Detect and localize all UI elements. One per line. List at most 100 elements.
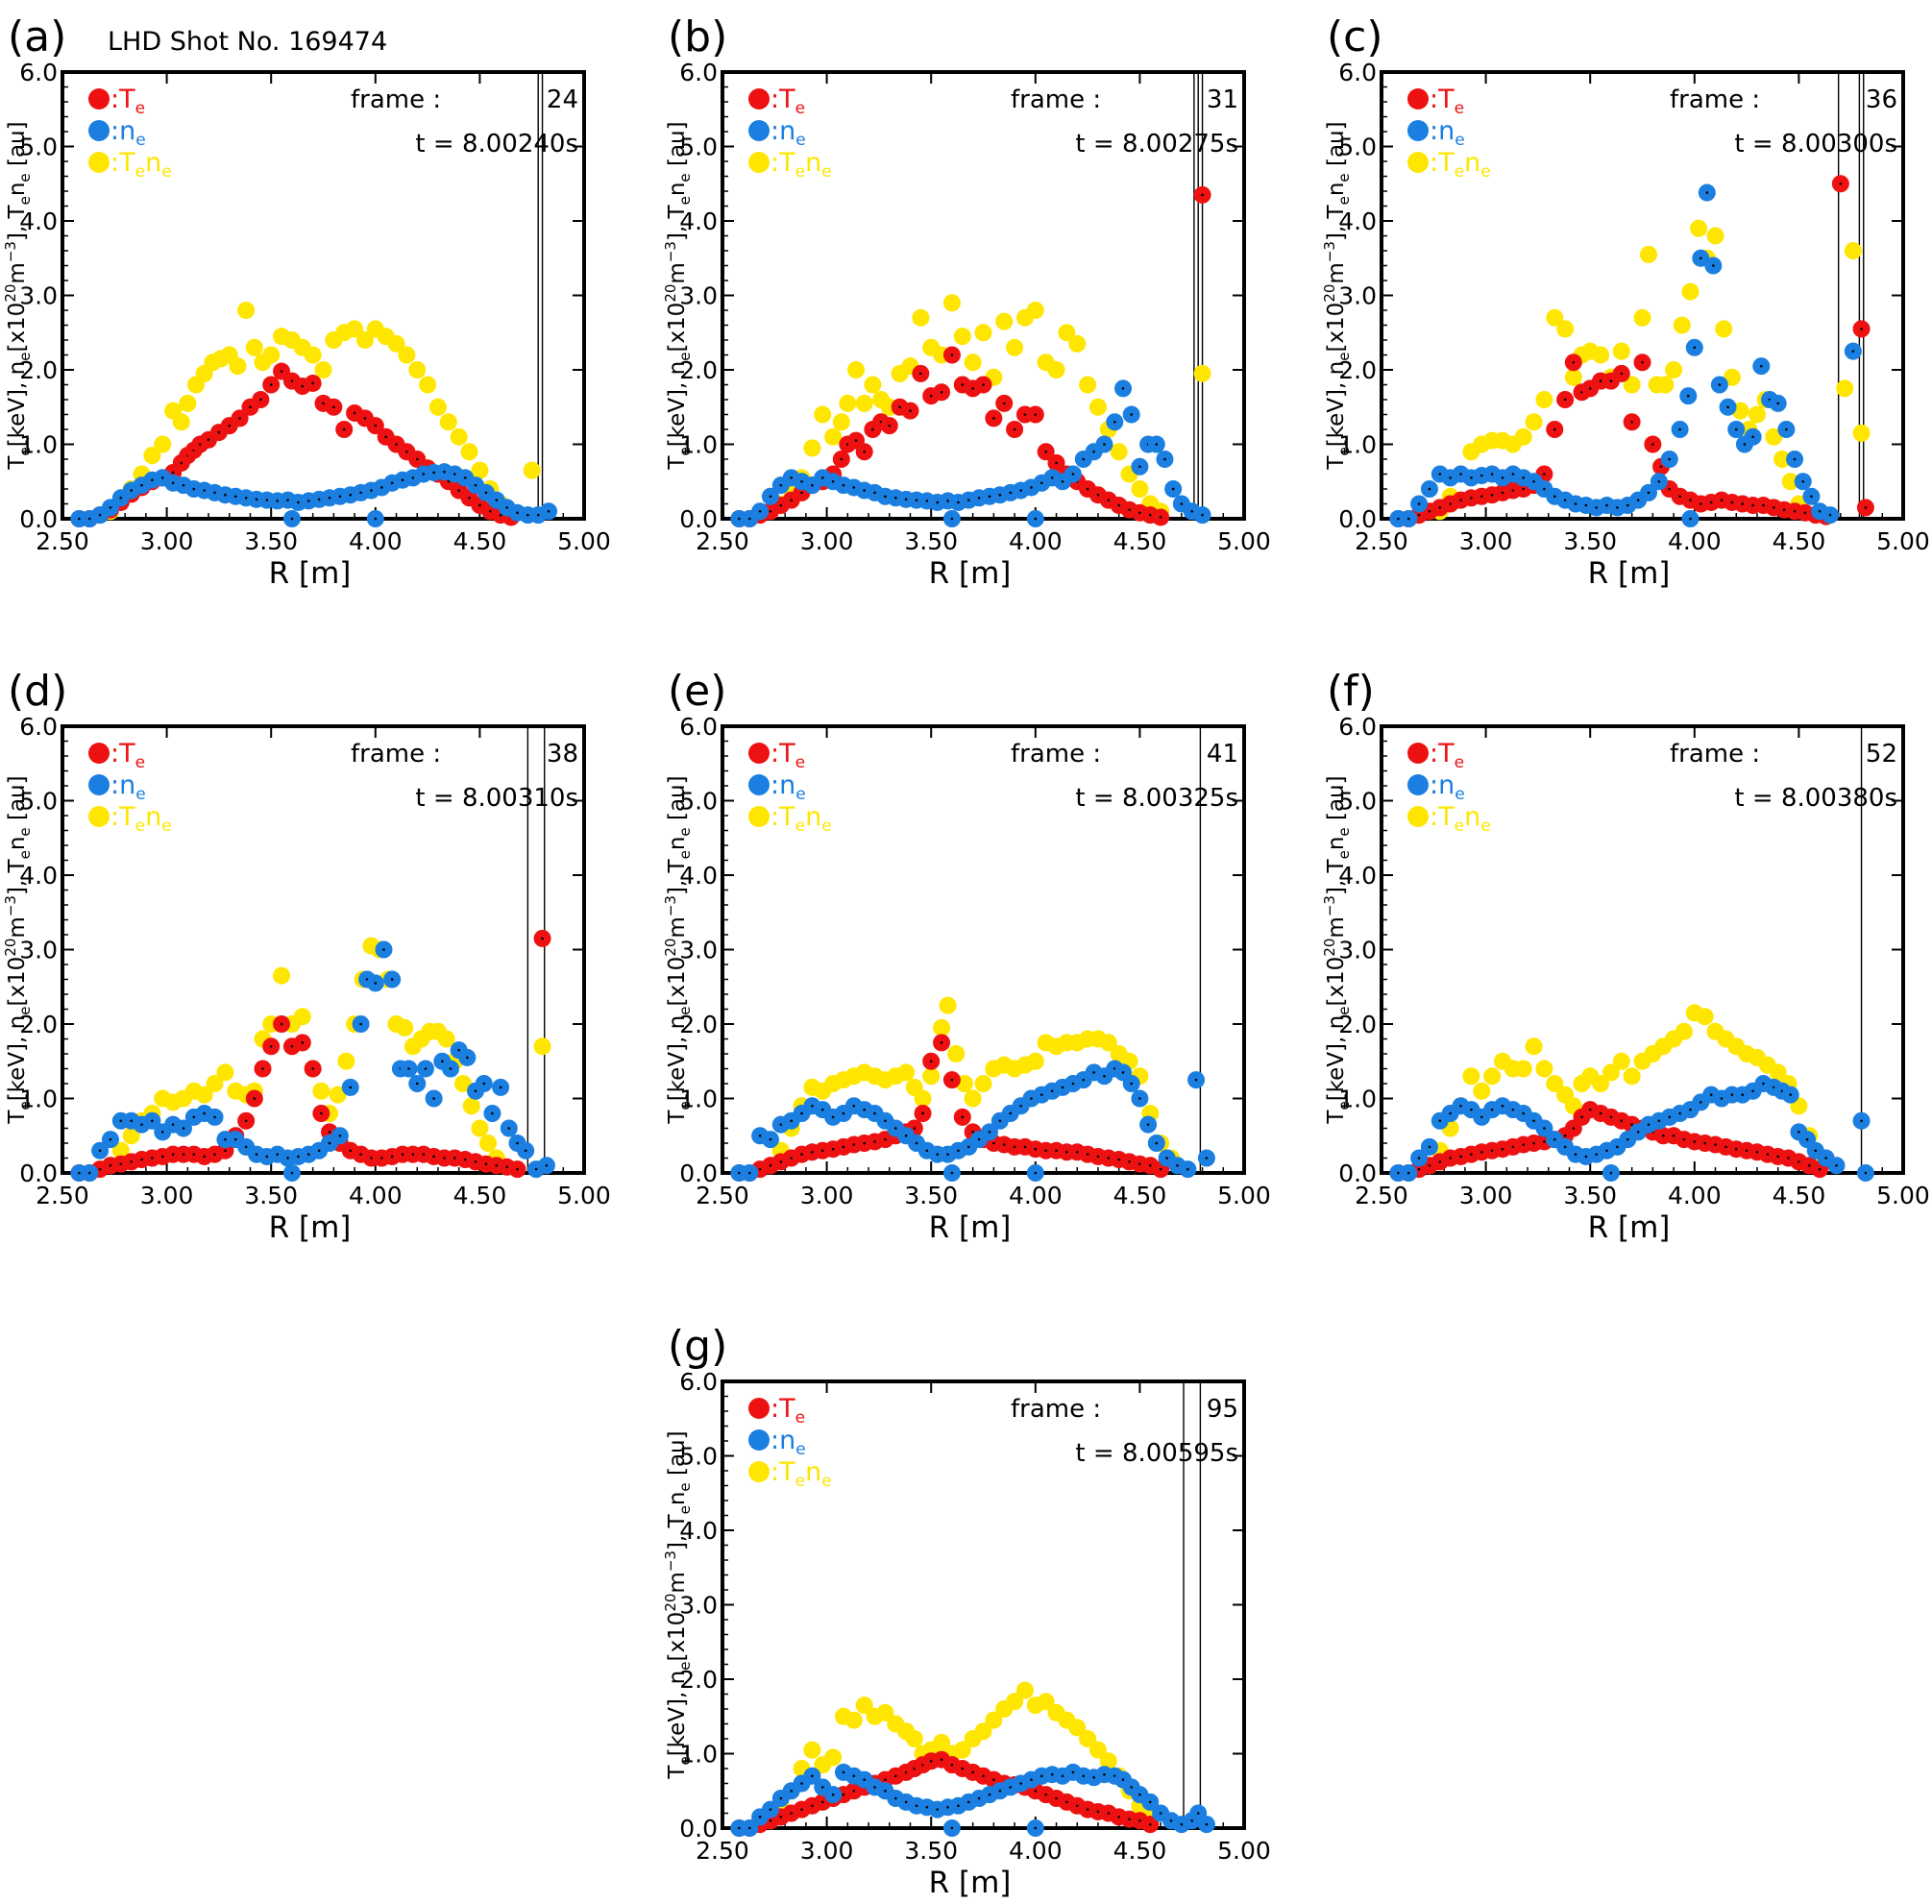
x-tick-label: 3.50 [904,1837,958,1865]
data-point-center [380,486,383,489]
data-point-center [1130,413,1134,416]
data-point-center [738,1171,741,1175]
y-tick-label: 2.0 [1338,356,1377,384]
data-point-Tene [824,427,843,446]
data-point-center [925,1806,929,1809]
data-point-center [466,1056,469,1060]
time-label: t = 8.00380s [1734,784,1897,813]
data-point-center [831,479,835,483]
data-point-center [244,497,248,500]
panel-label: (e) [668,667,726,716]
data-point-center [536,513,540,517]
data-point-center [1805,1137,1809,1141]
data-point-center [1657,1119,1661,1123]
data-point-Tene [387,334,405,353]
legend-subscript: e [135,817,145,836]
data-point-center [1511,489,1515,492]
data-point-Tene [1131,480,1149,498]
data-point-center [873,1786,876,1789]
data-point-center [140,1158,143,1161]
data-point-center [1574,1153,1577,1156]
data-point-center [1864,506,1868,509]
data-point-Tene [803,439,821,457]
y-axis-label-part: −3 [662,241,679,262]
data-point-center [1159,516,1162,519]
y-axis-label-part: e [676,1482,694,1491]
data-point-center [1071,1082,1075,1086]
data-point-center [1718,383,1722,386]
legend-marker-Te [88,88,110,110]
data-point-center [1584,1155,1588,1159]
x-tick-label: 4.50 [453,1182,507,1209]
data-point-Tene [293,1008,311,1026]
data-point-center [919,372,922,376]
legend-subscript: e [795,99,805,118]
y-tick-label: 2.0 [19,356,58,384]
data-point-center [261,1067,264,1070]
data-point-center [78,1171,81,1175]
y-tick-label: 6.0 [679,713,718,741]
data-point-center [811,1804,814,1808]
data-point-center [1034,517,1038,521]
y-axis-label-part: −3 [662,895,679,916]
x-axis-label: R [m] [929,1210,1012,1245]
data-point-center [328,1141,331,1145]
data-point-center [1720,499,1724,501]
y-axis-label-part: ], T [665,1513,690,1550]
data-point-Tene [1462,1067,1480,1086]
data-point-center [1205,1822,1209,1826]
data-point-center [1138,1793,1141,1796]
data-point-center [1700,502,1702,505]
time-prefix: t = [1075,784,1122,813]
data-point-center [1009,491,1013,495]
y-axis-label-part: T [665,455,690,471]
data-point-center [1148,513,1152,517]
data-point-center [192,1115,196,1119]
data-point-center [1040,481,1043,485]
legend-colon: : [770,1394,779,1424]
y-tick-label: 3.0 [1338,937,1377,964]
y-tick-label: 1.0 [1338,431,1377,459]
data-point-center [1130,1082,1134,1086]
x-tick-label: 2.50 [1355,527,1408,555]
data-point-Tene [229,357,247,376]
data-point-center [1668,457,1672,461]
data-point-center [957,500,960,504]
data-point-center [1599,379,1602,382]
data-point-center [280,370,283,373]
y-tick-label: 3.0 [19,937,58,964]
legend-label-Te: :Te [1430,85,1464,118]
data-point-center [301,1041,305,1044]
x-tick-label: 3.50 [1563,527,1617,555]
data-point-center [453,1157,456,1159]
y-axis-label-part: [au] [5,121,30,173]
data-point-center [873,1111,876,1115]
y-axis-label-part: e [1335,1101,1353,1110]
data-point-center [946,500,949,502]
x-tick-label: 2.50 [696,1182,749,1209]
data-point-center [1801,479,1805,483]
data-point-center [1117,503,1120,507]
data-point-center [160,476,164,479]
data-point-center [1543,473,1546,476]
data-point-center [1128,508,1131,511]
legend-symbol: n [1438,116,1455,146]
legend-colon: : [1430,739,1438,769]
y-axis-label-part: −3 [1321,241,1338,262]
legend-label-Te: :Te [110,85,145,118]
x-tick-label: 3.50 [1563,1182,1617,1209]
data-point-center [1700,256,1702,260]
data-point-Tene [346,320,364,338]
data-point-center [1428,509,1431,513]
y-axis-label-part: e [676,827,694,836]
data-point-Tene [179,394,197,412]
y-tick-label: 5.0 [679,134,718,161]
legend-colon: : [770,116,779,146]
y-axis-label-part: m [665,1572,690,1593]
frame-label: frame : [1011,740,1101,769]
y-axis-label-part: e [676,196,694,205]
y-axis-label-part: [keV], n [1324,361,1349,448]
data-point-center [203,489,206,492]
data-point-Tene [1748,405,1766,424]
legend-subscript: e [1455,817,1464,836]
